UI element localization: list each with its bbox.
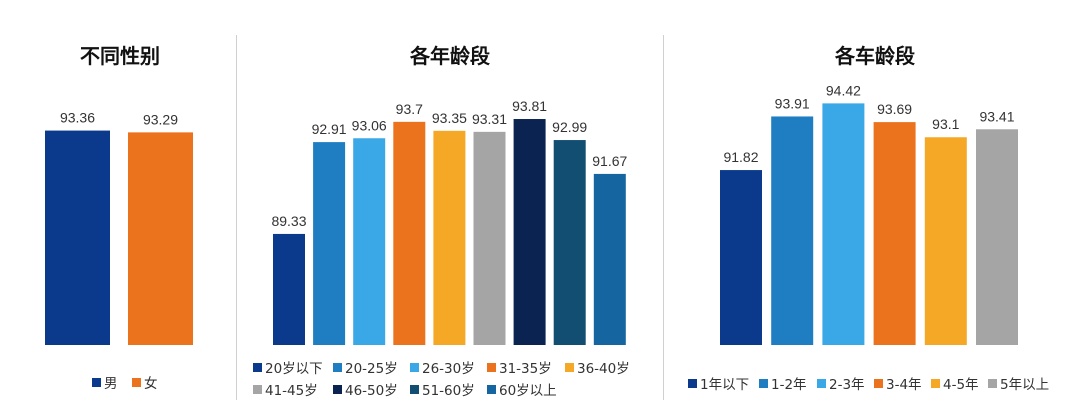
- legend-swatch: [817, 378, 826, 388]
- legend-label: 男: [104, 376, 118, 392]
- bar-value-label-2-5: 93.41: [979, 108, 1014, 124]
- legend-swatch: [688, 378, 697, 388]
- legend-item: 男: [92, 372, 118, 392]
- legend-label: 20-25岁: [345, 361, 398, 377]
- legend-swatch: [333, 384, 342, 394]
- legend-label: 2-3年: [829, 377, 865, 393]
- legend-label: 51-60岁: [422, 383, 475, 399]
- car-age-chart-title: 各车龄段: [835, 44, 915, 68]
- bar-value-label-1-8: 91.67: [592, 153, 627, 169]
- bar-1-4: [433, 130, 466, 345]
- legend-swatch: [759, 378, 768, 388]
- legend-label: 女: [144, 376, 158, 392]
- legend-swatch: [132, 377, 141, 387]
- age-chart-title: 各年龄段: [410, 44, 490, 68]
- legend-item: 3-4年: [874, 373, 922, 393]
- legend-label: 20岁以下: [265, 361, 323, 377]
- legend-swatch: [410, 362, 419, 372]
- bar-1-3: [393, 121, 426, 345]
- bar-value-label-1-2: 93.06: [352, 117, 387, 133]
- legend-swatch: [487, 384, 496, 394]
- legend-swatch: [931, 378, 940, 388]
- bar-0-0: [45, 130, 110, 345]
- legend-item: 20岁以下: [253, 357, 323, 377]
- bar-value-label-2-1: 93.91: [775, 95, 810, 111]
- legend-label: 46-50岁: [345, 383, 398, 399]
- bar-value-label-1-6: 93.81: [512, 98, 547, 114]
- legend-item: 46-50岁: [333, 379, 398, 399]
- bar-value-label-0-1: 93.29: [143, 111, 178, 127]
- legend-label: 3-4年: [886, 377, 922, 393]
- legend-swatch: [253, 384, 262, 394]
- bar-0-1: [128, 132, 193, 345]
- bar-2-2: [822, 103, 865, 345]
- car-age-chart: 91.82 93.91 94.42 93.69 93.1 93.41: [720, 82, 1018, 346]
- legend-item: 1-2年: [759, 373, 807, 393]
- legend-item: 女: [132, 372, 158, 392]
- legend-label: 4-5年: [943, 377, 979, 393]
- legend-item: 5年以上: [988, 373, 1049, 393]
- legend-item: 41-45岁: [253, 379, 318, 399]
- gender-chart-title: 不同性别: [80, 44, 160, 68]
- bar-1-0: [273, 233, 305, 345]
- divider-1: [236, 35, 237, 400]
- legend-swatch: [92, 377, 101, 387]
- legend-label: 5年以上: [1000, 377, 1050, 393]
- bar-value-label-1-1: 92.91: [312, 121, 347, 137]
- bar-value-label-2-2: 94.42: [826, 82, 861, 98]
- bar-2-3: [873, 122, 916, 345]
- legend-label: 36-40岁: [577, 361, 630, 377]
- age-chart: 89.33 92.91 93.06 93.7 93.35 93.31 93.81 92.99 9…: [271, 98, 628, 345]
- bar-1-8: [593, 173, 626, 345]
- legend-item: 51-60岁: [410, 379, 475, 399]
- bar-2-5: [976, 129, 1018, 345]
- legend-item: 36-40岁: [565, 357, 630, 377]
- bar-1-1: [313, 142, 346, 345]
- legend-item: 26-30岁: [410, 357, 475, 377]
- age-chart-panel: 各年龄段 89.33 92.91 93.06 93.7 93.35 93.31 93.81 9…: [250, 0, 650, 415]
- legend-swatch: [333, 362, 342, 372]
- bar-2-0: [720, 170, 762, 345]
- legend-label: 26-30岁: [422, 361, 475, 377]
- legend-item: 60岁以上: [487, 379, 557, 399]
- legend-swatch: [410, 384, 419, 394]
- legend-label: 60岁以上: [499, 383, 557, 399]
- legend-item: 20-25岁: [333, 357, 398, 377]
- bar-2-1: [771, 116, 814, 346]
- bar-value-label-2-3: 93.69: [877, 101, 912, 117]
- bar-1-7: [553, 140, 586, 345]
- legend-item: 31-35岁: [487, 357, 552, 377]
- legend-swatch: [988, 378, 997, 388]
- legend-item: 4-5年: [931, 373, 979, 393]
- bar-value-label-2-0: 91.82: [723, 149, 758, 165]
- bar-value-label-0-0: 93.36: [60, 110, 95, 126]
- bar-1-6: [513, 119, 546, 345]
- gender-chart: 93.36 93.29: [45, 110, 193, 345]
- bar-value-label-1-7: 92.99: [552, 119, 587, 135]
- legend-swatch: [565, 362, 574, 372]
- legend-label: 31-35岁: [499, 361, 552, 377]
- bar-2-4: [924, 137, 967, 345]
- legend-label: 1年以下: [700, 377, 750, 393]
- legend-swatch: [874, 378, 883, 388]
- gender-chart-panel: 不同性别 93.36 93.29 男 女: [30, 0, 210, 415]
- car-age-chart-panel: 各车龄段 91.82 93.91 94.42 93.69 93.1 93.41 1年以下 1…: [680, 0, 1070, 415]
- legend-swatch: [487, 362, 496, 372]
- legend-item: 2-3年: [817, 373, 865, 393]
- legend-swatch: [253, 362, 262, 372]
- divider-2: [663, 35, 664, 400]
- legend-item: 1年以下: [688, 373, 749, 393]
- bar-value-label-1-5: 93.31: [472, 111, 507, 127]
- bar-value-label-1-0: 89.33: [271, 213, 306, 229]
- bar-value-label-1-4: 93.35: [432, 110, 467, 126]
- bar-value-label-1-3: 93.7: [396, 101, 423, 117]
- bar-1-2: [353, 138, 386, 345]
- legend-label: 41-45岁: [265, 383, 318, 399]
- bar-value-label-2-4: 93.1: [932, 116, 959, 132]
- legend-label: 1-2年: [771, 377, 807, 393]
- bar-1-5: [473, 131, 506, 345]
